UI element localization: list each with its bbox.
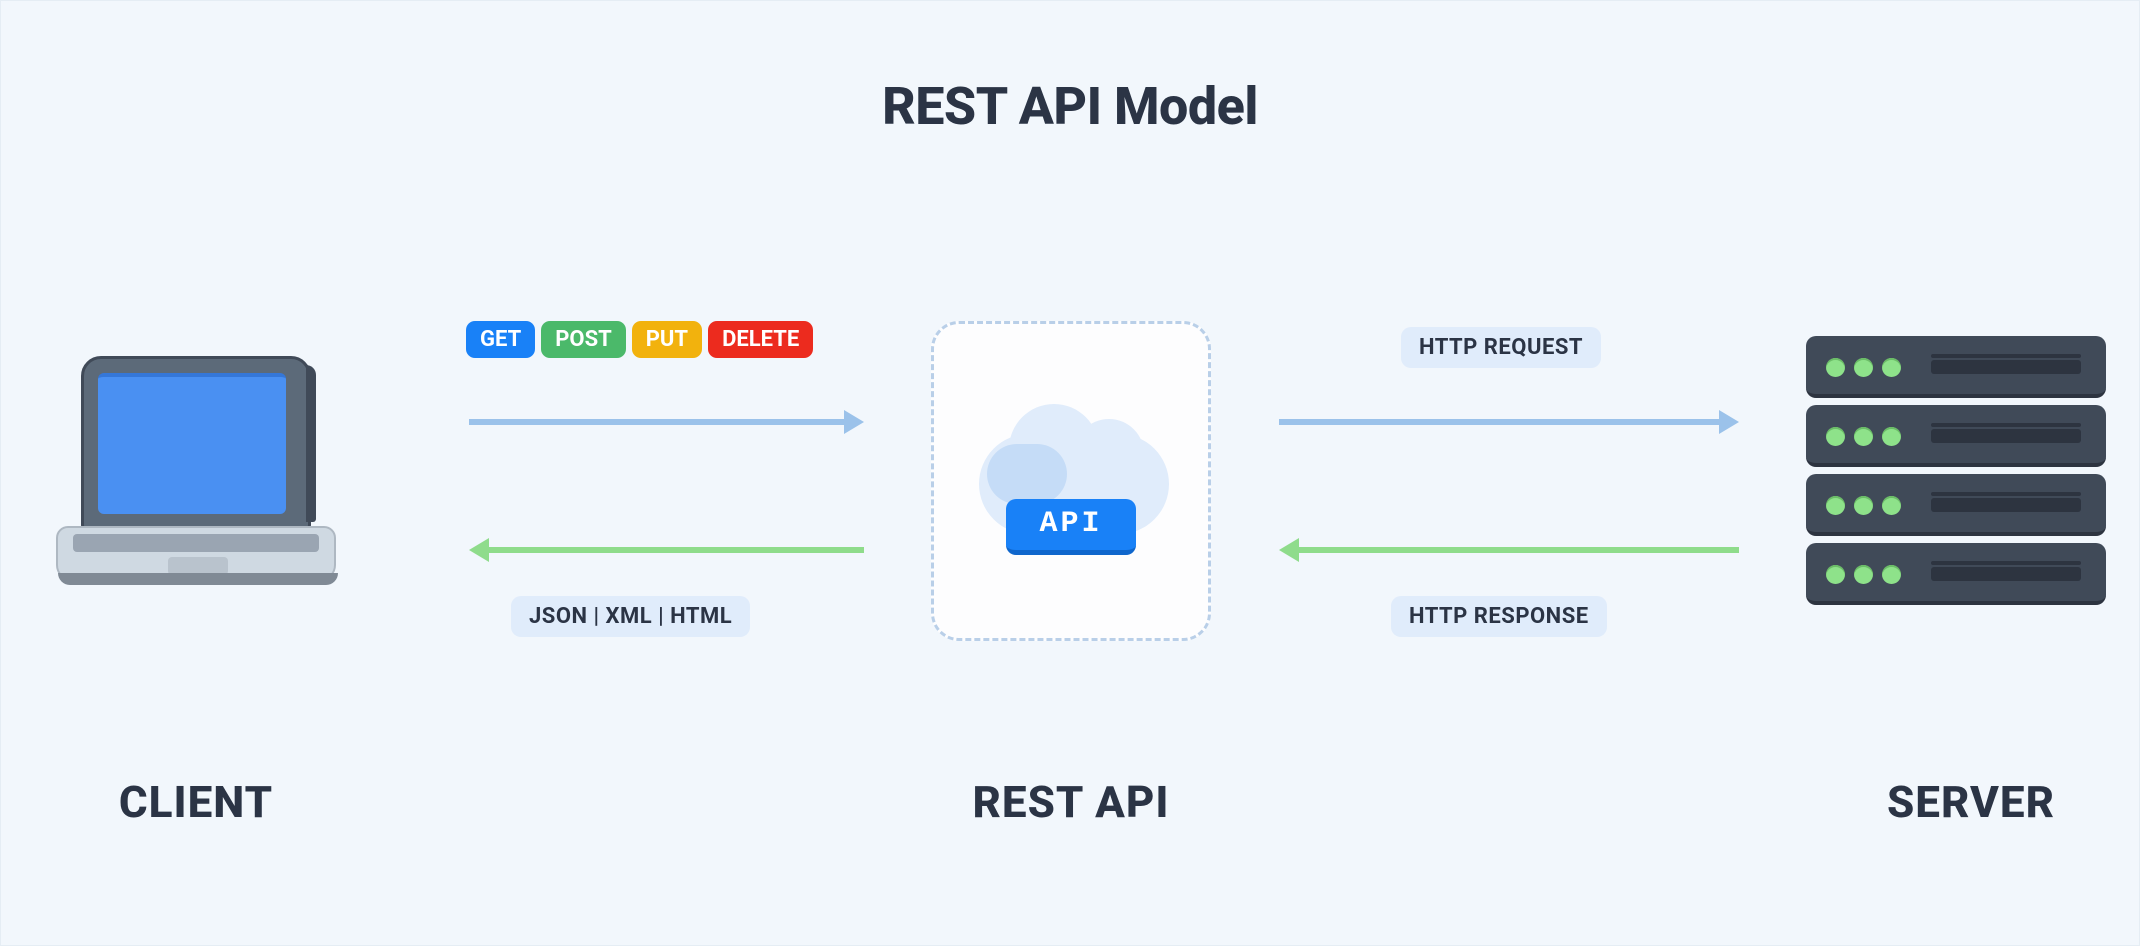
arrow-client-to-api	[469, 419, 864, 425]
server-label: SERVER	[1821, 776, 2121, 828]
http-response-pill: HTTP RESPONSE	[1391, 596, 1607, 637]
verb-put: PUT	[632, 321, 702, 358]
arrow-api-to-server	[1279, 419, 1739, 425]
arrow-api-to-client	[469, 547, 864, 553]
laptop-icon	[56, 356, 336, 616]
client-label: CLIENT	[46, 776, 346, 828]
verb-post: POST	[541, 321, 626, 358]
diagram-title: REST API Model	[1, 76, 2139, 137]
api-label: REST API	[921, 776, 1221, 828]
verb-get: GET	[466, 321, 535, 358]
arrow-server-to-api	[1279, 547, 1739, 553]
http-request-pill: HTTP REQUEST	[1401, 327, 1601, 368]
formats-pill: JSON | XML | HTML	[511, 596, 750, 637]
diagram-canvas: REST API Model CLIENT API REST API SERVE…	[1, 1, 2139, 945]
server-rack-icon	[1806, 336, 2106, 611]
api-badge: API	[1006, 499, 1136, 555]
http-verbs: GET POST PUT DELETE	[466, 321, 813, 358]
verb-delete: DELETE	[708, 321, 813, 358]
api-box	[931, 321, 1211, 641]
